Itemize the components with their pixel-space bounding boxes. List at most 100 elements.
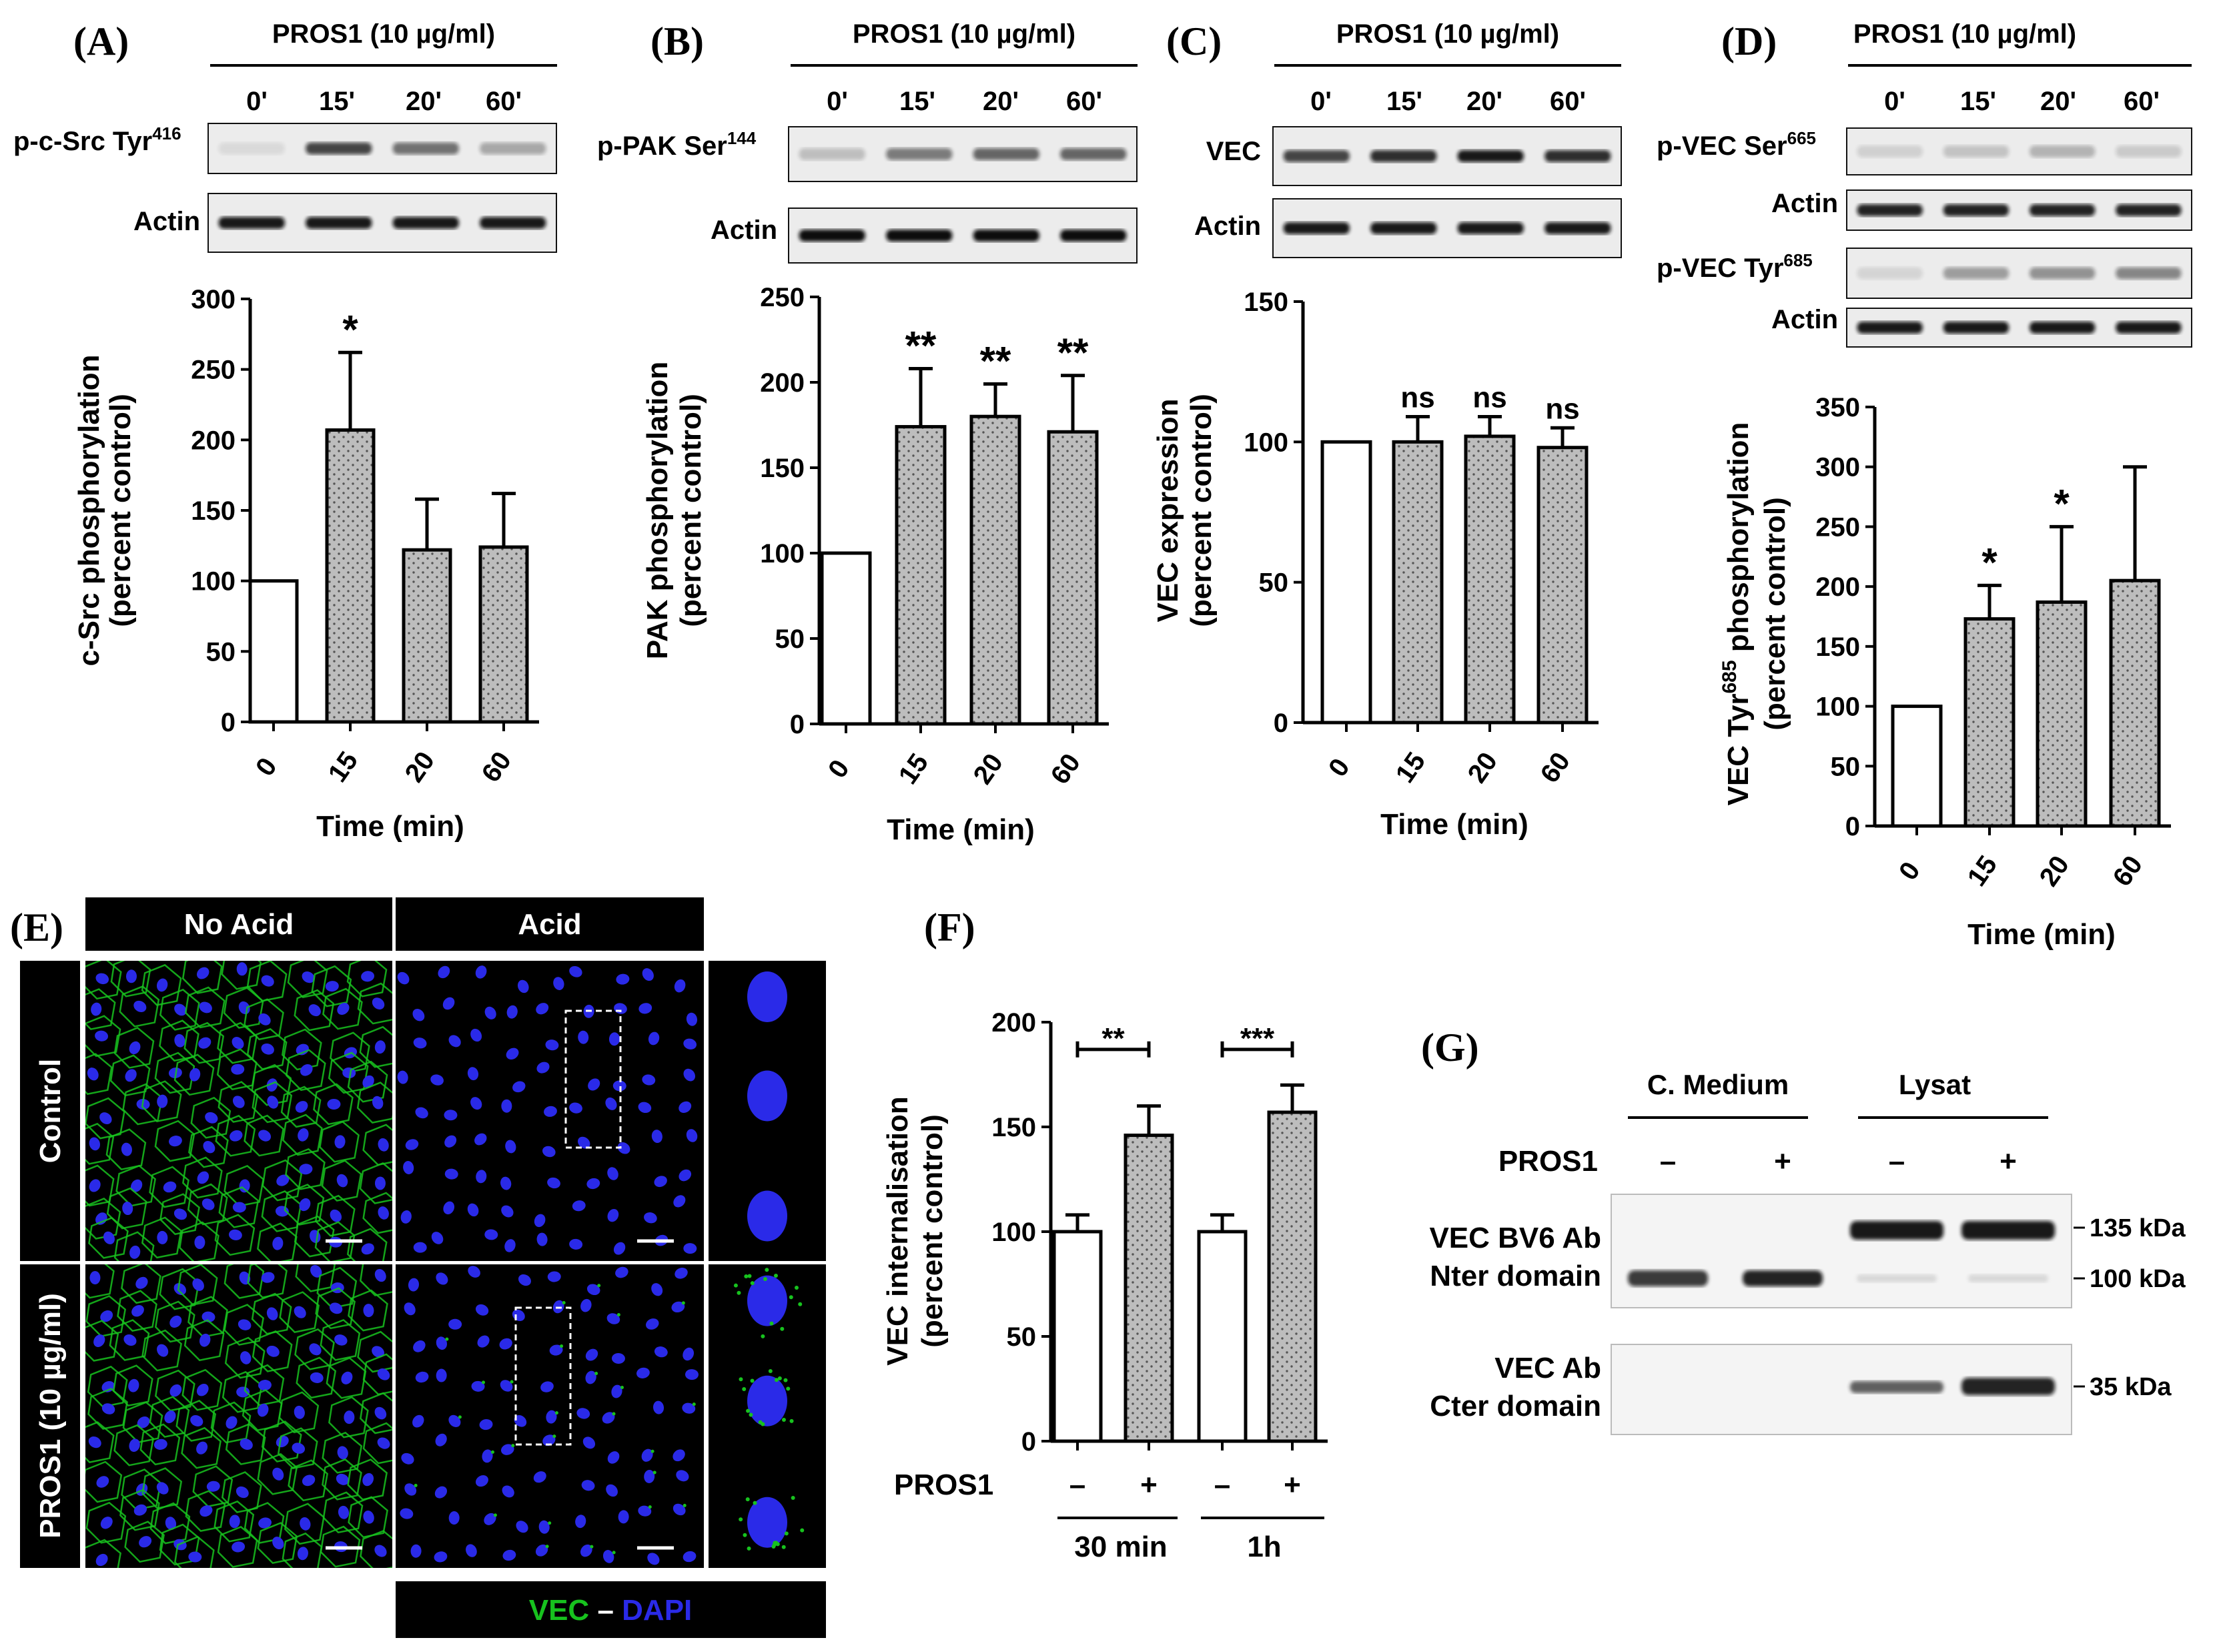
x-axis-label: Time (min) <box>887 813 1035 846</box>
significance-label: ns <box>1472 381 1506 414</box>
channel-legend-bar <box>396 1581 826 1638</box>
vec-junction <box>242 1389 283 1431</box>
y-tick-label: 50 <box>775 625 805 654</box>
time-label: 60' <box>486 87 522 116</box>
blot-band <box>2116 267 2182 280</box>
vec-junction <box>287 961 328 998</box>
vec-speck <box>548 1521 552 1525</box>
vec-junction <box>85 1295 127 1337</box>
nucleus <box>374 1406 387 1420</box>
vec-junction <box>282 1028 322 1071</box>
y-axis-label: PAK phosphorylation <box>641 362 674 660</box>
panel-g-blot: C. Medium Lysat PROS1 – + – + VEC BV6 Ab… <box>1429 1069 2186 1435</box>
vec-speck <box>795 1285 799 1290</box>
y-tick-label: 50 <box>1007 1322 1037 1352</box>
blot-band <box>392 217 459 229</box>
y-tick-label: 0 <box>790 710 805 739</box>
vec-junction <box>244 1114 284 1157</box>
nucleus <box>199 1505 213 1517</box>
time-label: 20' <box>983 87 1019 116</box>
vec-junction <box>257 1522 298 1564</box>
nucleus <box>236 1486 249 1499</box>
nucleus <box>194 1236 205 1250</box>
x-tick-label: 60 <box>1045 749 1087 790</box>
nucleus <box>192 1278 204 1291</box>
nucleus <box>654 1346 668 1358</box>
vec-speck <box>739 1517 743 1522</box>
blot-header-d: PROS1 (10 µg/ml) <box>1848 19 2192 67</box>
nucleus <box>330 1209 342 1222</box>
nucleus <box>374 1268 386 1282</box>
vec-junction <box>188 1126 229 1168</box>
nucleus <box>334 1334 348 1346</box>
nucleus <box>232 1096 245 1108</box>
marker-100: 100 kDa <box>2090 1265 2186 1293</box>
nucleus <box>484 1229 498 1240</box>
time-labels-c: 0' 15' 20' 60' <box>1310 87 1586 116</box>
vec-speck <box>737 1290 741 1295</box>
vec-junction <box>85 961 122 1000</box>
vec-junction <box>175 1400 217 1442</box>
blot-band <box>1857 322 1923 334</box>
vec-junction <box>218 1186 260 1228</box>
y-tick-label: 150 <box>1244 288 1288 317</box>
row-header-control-text: Control <box>34 1059 67 1163</box>
blot-band <box>218 142 285 155</box>
nucleus <box>203 1141 215 1154</box>
nucleus <box>679 1169 692 1182</box>
micrograph-tile <box>396 961 704 1261</box>
vec-speck <box>493 1513 497 1517</box>
vec-junction <box>184 986 226 1029</box>
nucleus <box>617 1142 630 1154</box>
nucleus <box>484 1006 496 1019</box>
nucleus <box>295 1101 308 1113</box>
vec-junction <box>85 1122 115 1165</box>
blot-band <box>480 217 546 229</box>
nucleus <box>337 1446 348 1460</box>
vec-junction <box>221 961 262 990</box>
micrograph-tile <box>396 1264 704 1568</box>
nucleus <box>173 1208 187 1220</box>
nucleus <box>580 1544 592 1557</box>
vec-junction <box>149 1396 190 1438</box>
nucleus <box>299 1198 311 1212</box>
nucleus <box>232 1202 246 1213</box>
y-axis-label-2: (percent control) <box>916 1114 949 1348</box>
nucleus <box>438 965 450 979</box>
nucleus <box>165 1517 177 1530</box>
nucleus <box>505 1140 516 1154</box>
vec-junction <box>110 961 151 997</box>
nucleus <box>547 1271 561 1282</box>
nucleus <box>646 1318 659 1330</box>
nucleus <box>298 1128 309 1142</box>
vec-junction <box>122 1083 163 1126</box>
nucleus <box>397 1070 408 1084</box>
nucleus <box>747 1070 787 1122</box>
nucleus <box>228 1229 242 1240</box>
nucleus <box>342 1067 356 1078</box>
vec-junction <box>246 961 288 1002</box>
nucleus <box>101 1403 115 1414</box>
row-label: Nter domain <box>1430 1260 1601 1292</box>
micrograph-tile <box>709 961 826 1261</box>
nucleus <box>261 975 274 987</box>
nucleus <box>436 1336 448 1350</box>
sign: + <box>1774 1145 1791 1178</box>
vec-junction <box>360 1530 392 1568</box>
bar <box>1124 1134 1174 1443</box>
time-label: 20' <box>406 87 442 116</box>
vec-junction <box>359 1025 392 1068</box>
vec-speck <box>746 1408 751 1413</box>
nucleus <box>397 971 410 985</box>
nucleus <box>196 1441 208 1455</box>
blot-label-d-3: p-VEC Tyr685 <box>1657 250 1813 283</box>
nucleus <box>131 1304 144 1317</box>
vec-junction <box>322 987 363 1030</box>
micrograph-tile <box>85 961 392 1261</box>
significance-label: ** <box>980 339 1011 384</box>
x-tick-label: 20 <box>400 747 441 788</box>
blot-header-text: PROS1 (10 µg/ml) <box>272 19 495 49</box>
y-tick-label: 200 <box>1815 572 1860 602</box>
time-label: 60' <box>2124 87 2160 116</box>
nucleus <box>267 1096 279 1109</box>
